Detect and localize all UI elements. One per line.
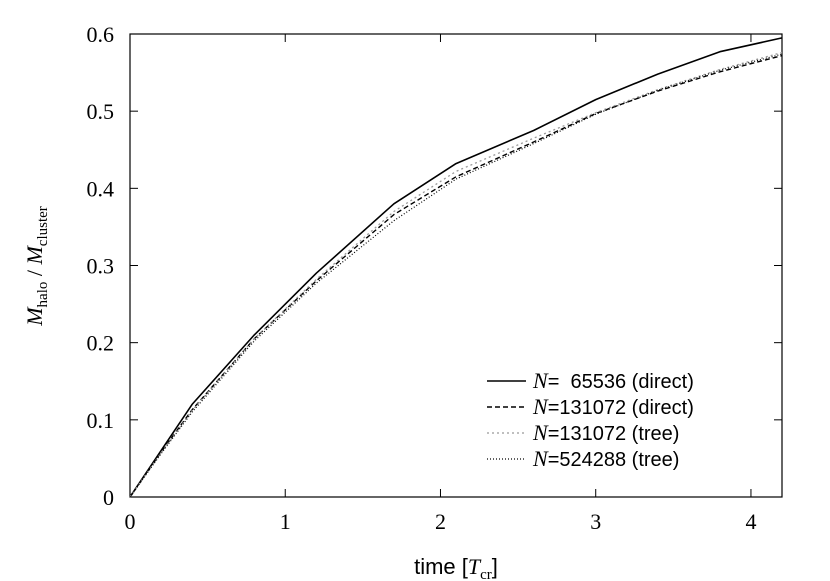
axis-ticks: 0 1 2 3 4 0 0.1 0.2 0.3 0.4 0.5 0.6 <box>87 22 782 534</box>
y-tick-label: 0.3 <box>87 254 115 279</box>
legend-entry-var: N <box>532 368 549 393</box>
legend-entry-var: N <box>532 420 549 445</box>
legend-entry-label: = 65536 (direct) <box>548 371 694 393</box>
x-axis-label: time [Tcr] <box>414 554 498 581</box>
series-line-4 <box>129 53 783 498</box>
legend-entry-label: =524288 (tree) <box>548 449 680 471</box>
legend-entry-var: N <box>532 446 549 471</box>
plot-frame <box>129 33 783 498</box>
y-tick-label: 0 <box>103 485 114 510</box>
legend-entry-2: N=131072 (direct) <box>532 394 694 419</box>
y-tick-label: 0.6 <box>87 22 115 47</box>
series-line-3 <box>129 51 783 498</box>
legend-entry-label: =131072 (tree) <box>548 423 680 445</box>
legend-entry-var: N <box>532 394 549 419</box>
y-tick-label: 0.4 <box>87 176 115 201</box>
x-tick-label: 2 <box>435 509 446 534</box>
series-line-1 <box>129 37 783 498</box>
legend-entry-4: N=524288 (tree) <box>532 446 679 471</box>
series-line-2 <box>129 54 783 498</box>
legend-entry-label: =131072 (direct) <box>548 397 694 419</box>
legend-entry-1: N= 65536 (direct) <box>532 368 694 393</box>
y-tick-label: 0.2 <box>87 331 115 356</box>
y-tick-label: 0.1 <box>87 408 115 433</box>
x-tick-label: 4 <box>745 509 756 534</box>
series-layer <box>129 37 783 498</box>
legend-entry-3: N=131072 (tree) <box>532 420 679 445</box>
x-tick-label: 0 <box>125 509 136 534</box>
x-tick-label: 1 <box>280 509 291 534</box>
legend: N= 65536 (direct)N=131072 (direct)N=1310… <box>487 368 694 471</box>
y-tick-label: 0.5 <box>87 99 115 124</box>
y-axis-label: Mhalo / Mcluster <box>22 206 51 327</box>
x-tick-label: 3 <box>590 509 601 534</box>
